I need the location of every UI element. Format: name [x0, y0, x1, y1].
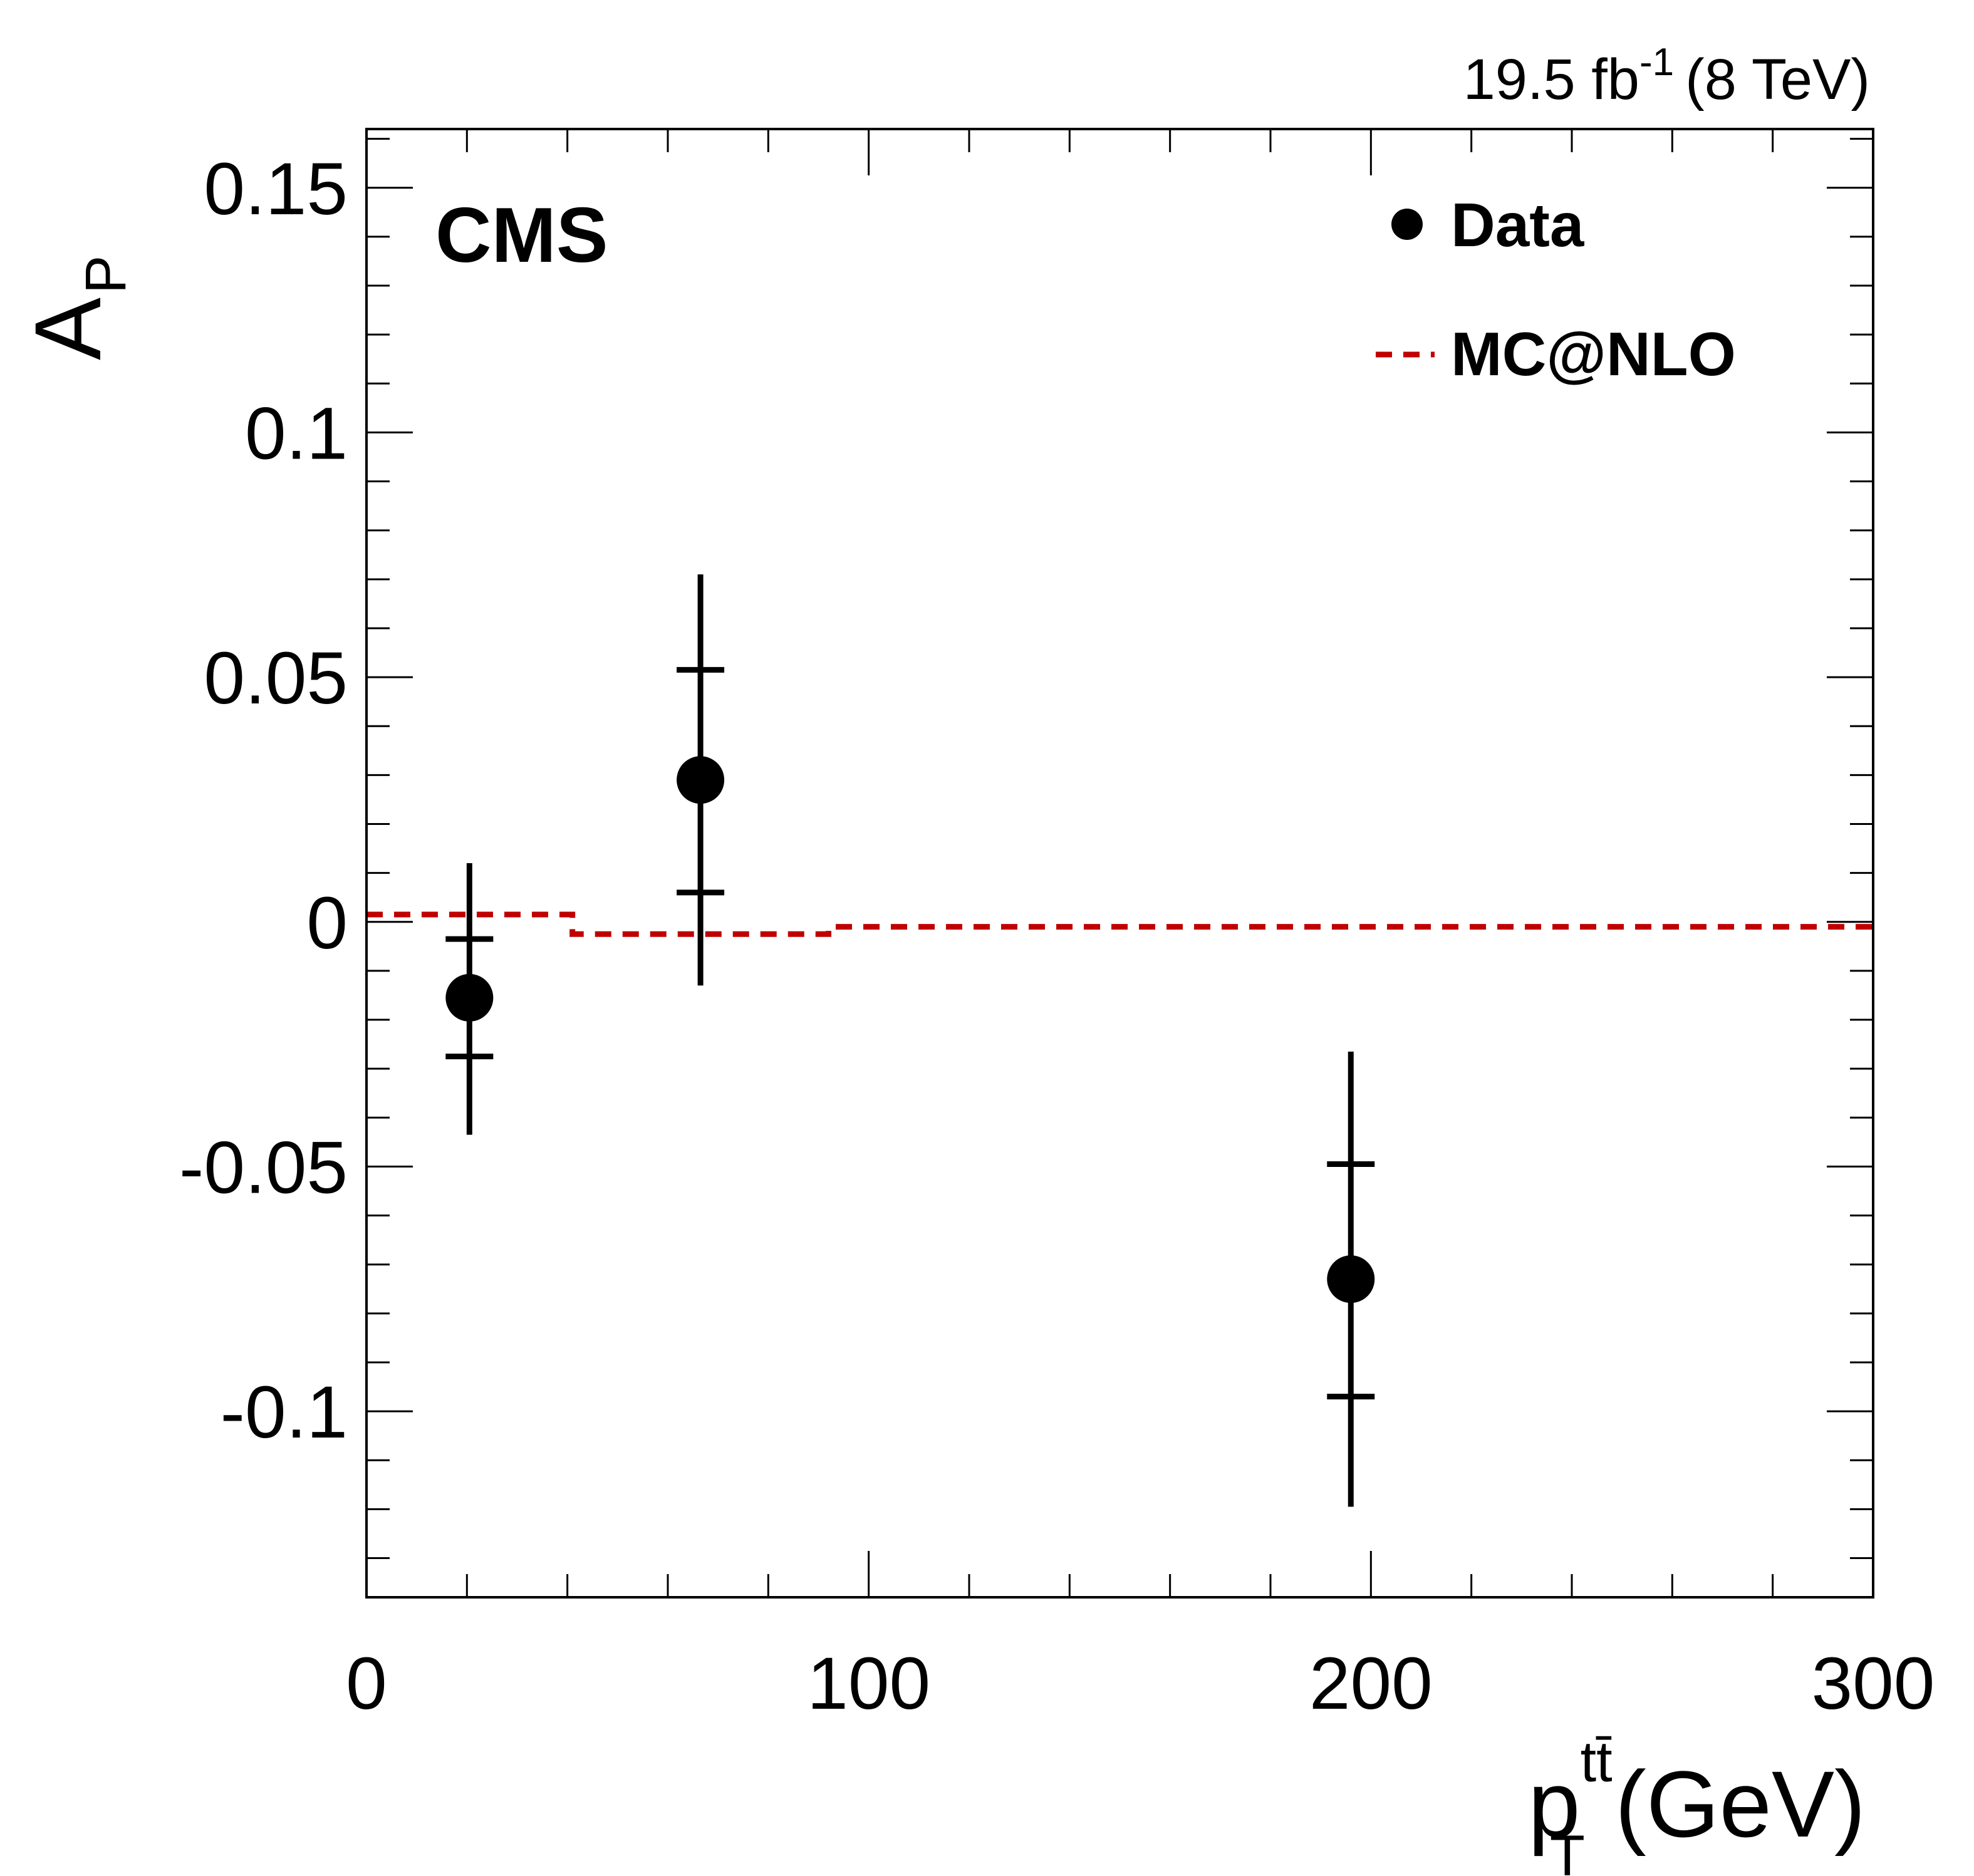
y-tick-label: -0.1	[221, 1371, 348, 1454]
tick-labels: 0 100 200 300 0.15 0.1 0.05 0 -0.05 -0.1	[179, 148, 1935, 1725]
legend: Data MC@NLO	[1376, 190, 1736, 388]
x-tick-label: 0	[346, 1642, 387, 1725]
y-tick-label: 0.1	[245, 392, 348, 475]
lumi-label: 19.5 fb-1 (8 TeV)	[1463, 41, 1870, 111]
x-tick-label: 100	[807, 1642, 930, 1725]
data-point	[1327, 1255, 1375, 1303]
y-axis-title: AP	[15, 256, 138, 360]
y-tick-label: -0.05	[179, 1126, 348, 1209]
x-axis-title: ptt̄ T (GeV)	[1528, 1730, 1866, 1876]
mc-nlo-curve	[366, 911, 1873, 937]
plot-frame	[365, 128, 1874, 1599]
data-point	[677, 756, 725, 804]
cms-label: CMS	[435, 192, 608, 279]
legend-mc-label: MC@NLO	[1451, 319, 1736, 388]
legend-data-marker	[1391, 209, 1423, 240]
legend-data-label: Data	[1451, 190, 1585, 259]
plot-content	[366, 574, 1873, 1507]
x-tick-label: 300	[1812, 1642, 1935, 1725]
x-tick-label: 200	[1309, 1642, 1433, 1725]
data-point	[445, 973, 494, 1022]
y-tick-label: 0.15	[204, 148, 348, 231]
y-tick-label: 0.05	[204, 637, 348, 720]
y-tick-label: 0	[306, 882, 348, 965]
